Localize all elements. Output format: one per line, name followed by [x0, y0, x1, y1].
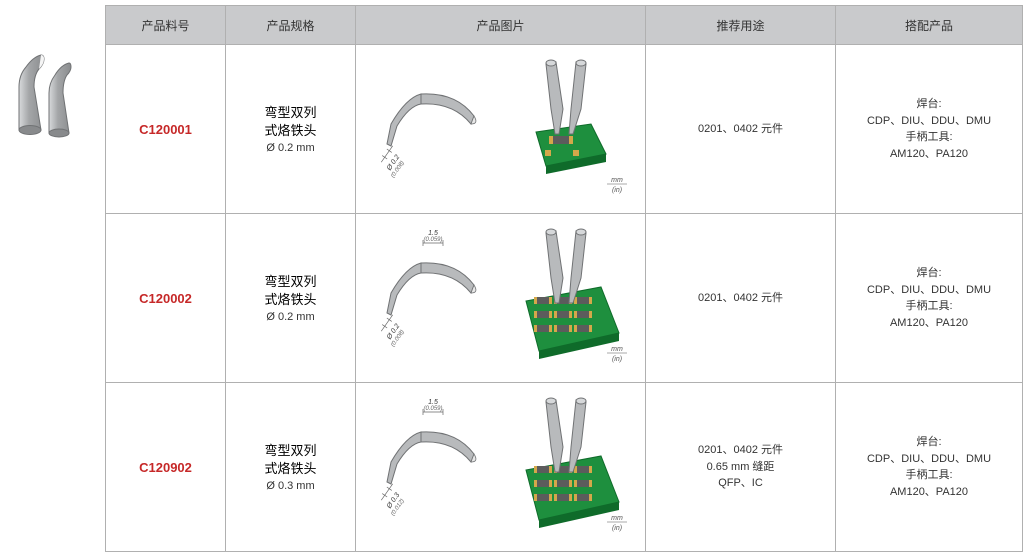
cell-spec: 弯型双列式烙铁头 Ø 0.2 mm	[226, 214, 356, 383]
svg-text:(0.059): (0.059)	[423, 237, 442, 243]
use-text: 0201、0402 元件	[650, 121, 831, 138]
table-row: C120002 弯型双列式烙铁头 Ø 0.2 mm 1.5 (0.059)	[106, 214, 1023, 383]
category-column	[5, 5, 105, 158]
spec-name: 弯型双列式烙铁头	[230, 104, 351, 140]
table-row: C120902 弯型双列式烙铁头 Ø 0.3 mm 1.5 (0.059)	[106, 383, 1023, 552]
svg-text:(0.059): (0.059)	[423, 406, 442, 412]
compat-text: 焊台:CDP、DIU、DDU、DMU手柄工具:AM120、PA120	[840, 265, 1018, 331]
use-text: 0201、0402 元件	[650, 290, 831, 307]
svg-text:1.5: 1.5	[428, 399, 438, 406]
header-part-no: 产品料号	[106, 6, 226, 45]
cell-image: 1.5 (0.059) Ø 0.2 (0.008)	[356, 214, 646, 383]
cell-spec: 弯型双列式烙铁头 Ø 0.2 mm	[226, 45, 356, 214]
cell-part-no: C120001	[106, 45, 226, 214]
product-table: 产品料号 产品规格 产品图片 推荐用途 搭配产品 C120001 弯型双列式烙铁头…	[105, 5, 1023, 552]
svg-text:mm: mm	[611, 346, 623, 353]
part-no: C120902	[139, 460, 192, 475]
svg-text:(in): (in)	[611, 356, 621, 363]
spec-dim: Ø 0.2 mm	[230, 311, 351, 323]
svg-text:1.5: 1.5	[428, 230, 438, 237]
svg-text:mm: mm	[611, 515, 623, 522]
cell-use: 0201、0402 元件	[646, 214, 836, 383]
cell-image: Ø 0.2 (0.008) mm (in)	[356, 45, 646, 214]
spec-dim: Ø 0.2 mm	[230, 142, 351, 154]
spec-dim: Ø 0.3 mm	[230, 480, 351, 492]
svg-text:(in): (in)	[611, 187, 621, 194]
category-tips-icon	[5, 45, 95, 155]
tip-drawing: Ø 0.2 (0.008)	[361, 54, 491, 204]
table-header-row: 产品料号 产品规格 产品图片 推荐用途 搭配产品	[106, 6, 1023, 45]
compat-text: 焊台:CDP、DIU、DDU、DMU手柄工具:AM120、PA120	[840, 96, 1018, 162]
use-text: 0201、0402 元件0.65 mm 缝距QFP、IC	[650, 442, 831, 492]
page-wrap: 产品料号 产品规格 产品图片 推荐用途 搭配产品 C120001 弯型双列式烙铁头…	[5, 5, 1022, 552]
cell-spec: 弯型双列式烙铁头 Ø 0.3 mm	[226, 383, 356, 552]
spec-name: 弯型双列式烙铁头	[230, 442, 351, 478]
spec-name: 弯型双列式烙铁头	[230, 273, 351, 309]
header-spec: 产品规格	[226, 6, 356, 45]
cell-compat: 焊台:CDP、DIU、DDU、DMU手柄工具:AM120、PA120	[836, 383, 1023, 552]
pcb-drawing: mm (in)	[491, 223, 641, 373]
pcb-drawing: mm (in)	[491, 392, 641, 542]
table-row: C120001 弯型双列式烙铁头 Ø 0.2 mm Ø 0.2 (0.008)	[106, 45, 1023, 214]
cell-part-no: C120002	[106, 214, 226, 383]
cell-compat: 焊台:CDP、DIU、DDU、DMU手柄工具:AM120、PA120	[836, 214, 1023, 383]
part-no: C120001	[139, 122, 192, 137]
cell-part-no: C120902	[106, 383, 226, 552]
tip-drawing: 1.5 (0.059) Ø 0.3 (0.012)	[361, 392, 491, 542]
part-no: C120002	[139, 291, 192, 306]
cell-compat: 焊台:CDP、DIU、DDU、DMU手柄工具:AM120、PA120	[836, 45, 1023, 214]
cell-use: 0201、0402 元件0.65 mm 缝距QFP、IC	[646, 383, 836, 552]
header-image: 产品图片	[356, 6, 646, 45]
cell-image: 1.5 (0.059) Ø 0.3 (0.012)	[356, 383, 646, 552]
header-use: 推荐用途	[646, 6, 836, 45]
header-compat: 搭配产品	[836, 6, 1023, 45]
pcb-drawing: mm (in)	[491, 54, 641, 204]
cell-use: 0201、0402 元件	[646, 45, 836, 214]
svg-text:(in): (in)	[611, 525, 621, 532]
compat-text: 焊台:CDP、DIU、DDU、DMU手柄工具:AM120、PA120	[840, 434, 1018, 500]
tip-drawing: 1.5 (0.059) Ø 0.2 (0.008)	[361, 223, 491, 373]
svg-text:mm: mm	[611, 177, 623, 184]
